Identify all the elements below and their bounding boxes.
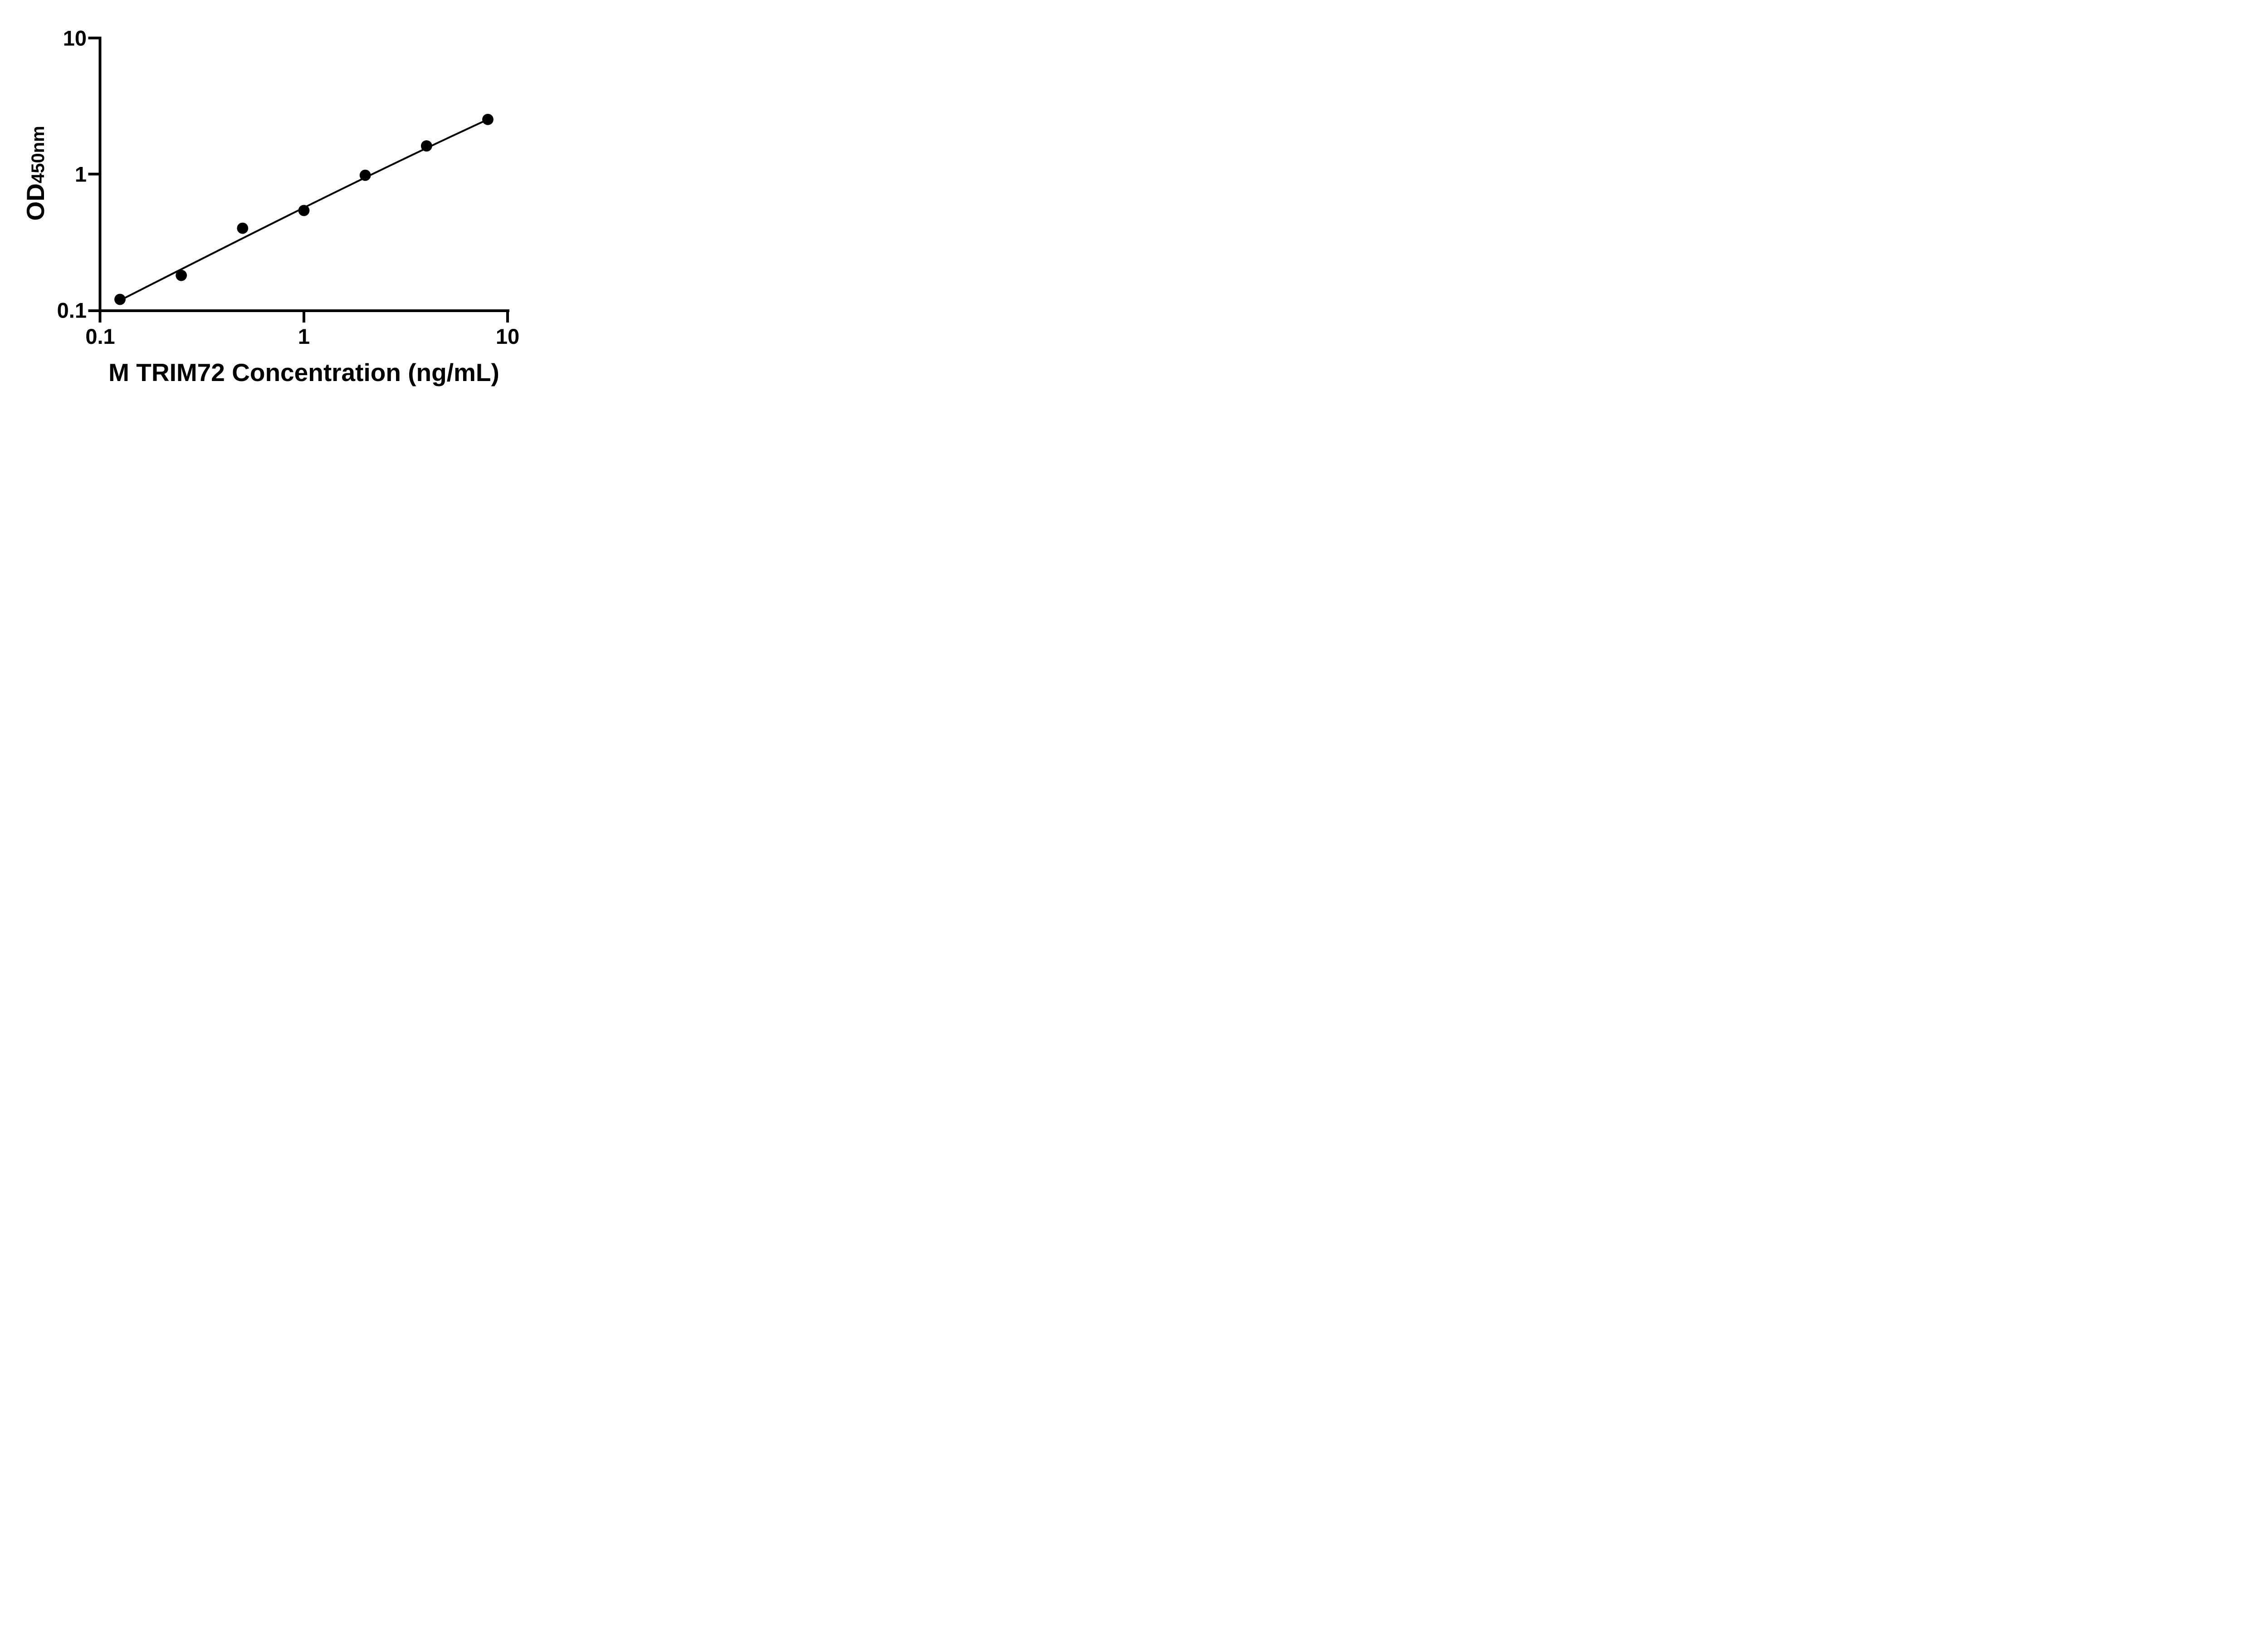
- y-axis-title: OD450nm: [21, 126, 49, 220]
- y-tick-label-0.1: 0.1: [57, 298, 87, 322]
- x-axis-title: M TRIM72 Concentration (ng/mL): [108, 358, 499, 386]
- y-tick-label-1: 1: [75, 162, 87, 186]
- data-point-1: [114, 293, 126, 305]
- data-point-5: [359, 169, 371, 181]
- x-tick-1: [303, 312, 305, 323]
- y-axis-line: [98, 36, 102, 323]
- y-tick-10: [88, 36, 99, 39]
- y-tick-1: [88, 172, 99, 176]
- x-tick-label-10: 10: [496, 324, 519, 348]
- y-axis-title-sub: 450nm: [28, 126, 48, 183]
- x-axis-line: [88, 309, 509, 312]
- x-tick-10: [506, 312, 509, 323]
- data-point-7: [482, 113, 494, 125]
- elisa-standard-curve-figure: 10 1 0.1 0.1 1 10 M TRIM72 Concentration (ng/…: [0, 0, 571, 408]
- x-tick-label-1: 1: [298, 324, 310, 348]
- x-tick-label-0.1: 0.1: [85, 324, 115, 348]
- standard-curve-plot: 10 1 0.10.1 1 10 M TRIM72 Concentration (ng/…: [21, 26, 519, 386]
- y-tick-label-10: 10: [63, 26, 87, 50]
- data-point-3: [237, 222, 249, 234]
- data-point-4: [298, 205, 310, 216]
- axes: [88, 36, 509, 323]
- data-point-2: [176, 269, 187, 281]
- data-points: [114, 113, 494, 305]
- y-axis-title-main: OD: [21, 183, 49, 221]
- tick-labels: 10 1 0.10.1 1 10: [57, 26, 519, 348]
- data-point-6: [420, 140, 432, 152]
